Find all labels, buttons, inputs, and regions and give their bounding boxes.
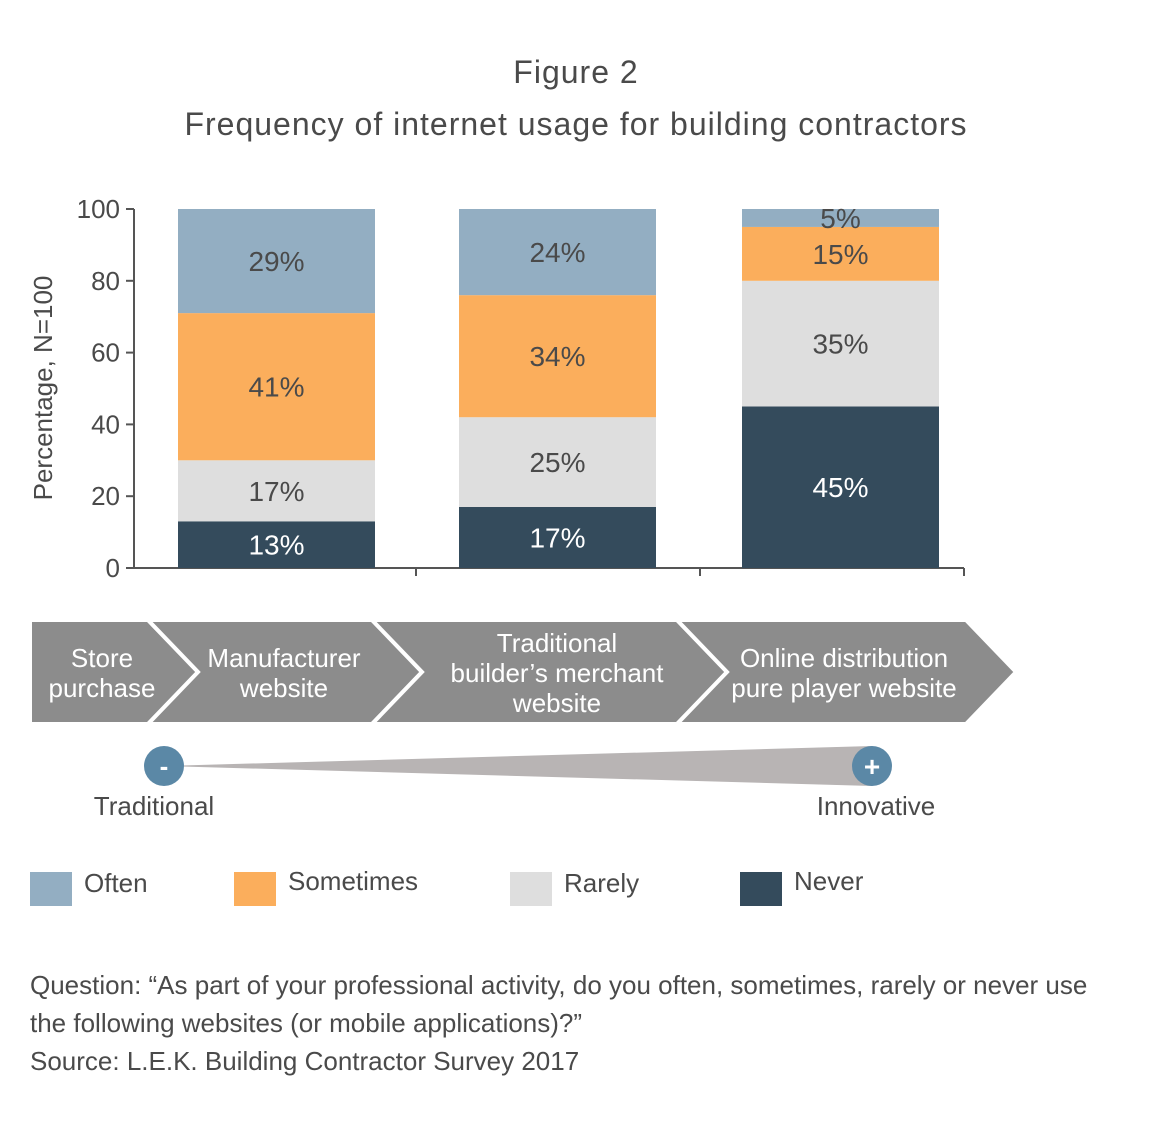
legend-swatch-often	[30, 872, 72, 906]
chevron-step-4	[672, 618, 1019, 726]
legend-label-often: Often	[84, 868, 148, 898]
data-label-often-1: 29%	[248, 246, 304, 277]
scale-label-traditional: Traditional	[94, 791, 214, 821]
y-tick-label-0: 0	[106, 553, 120, 583]
bars: 13% 17% 41% 29% 17% 25% 34% 24% 45% 35% 15% 5%	[178, 203, 939, 568]
legend-swatch-rarely	[510, 872, 552, 906]
bar-often-1	[178, 209, 375, 314]
legend-label-never: Never	[794, 866, 864, 896]
bar-never-1	[178, 521, 375, 568]
legend: Often Sometimes Rarely Never	[0, 866, 1152, 912]
data-label-sometimes-2: 34%	[529, 341, 585, 372]
chevron-label-3-line-1: Traditional	[497, 628, 617, 658]
data-label-sometimes-1: 41%	[248, 372, 304, 403]
data-label-never-3: 45%	[812, 472, 868, 503]
chevron-label-3-line-2: builder’s merchant	[451, 658, 665, 688]
bar-rarely-1	[178, 460, 375, 522]
y-tick-label-100: 100	[77, 194, 120, 224]
bar-rarely-3	[742, 280, 939, 407]
question-text-line1: Question: “As part of your professional …	[30, 970, 1088, 1000]
chart-title: Frequency of internet usage for building…	[184, 106, 968, 142]
data-label-often-2: 24%	[529, 237, 585, 268]
y-tick-label-60: 60	[91, 338, 120, 368]
plus-symbol: +	[864, 751, 880, 782]
legend-label-sometimes: Sometimes	[288, 866, 419, 896]
data-label-sometimes-3: 15%	[812, 239, 868, 270]
data-label-rarely-2: 25%	[529, 447, 585, 478]
scale-wedge	[164, 746, 872, 786]
minus-circle-icon	[144, 746, 184, 786]
minus-symbol: -	[160, 751, 169, 781]
process-chevrons: StorepurchaseManufacturerwebsiteTraditio…	[28, 618, 1019, 726]
data-label-never-2: 17%	[529, 522, 585, 553]
chevron-label-3-line-3: website	[512, 688, 601, 718]
bar-often-3	[742, 209, 939, 227]
chevron-label-4-line-1: Online distribution	[740, 643, 948, 673]
bar-sometimes-3	[742, 226, 939, 281]
chevron-label-1-line-2: purchase	[49, 673, 156, 703]
chevron-label-1-line-1: Store	[71, 643, 133, 673]
y-tick-label-20: 20	[91, 481, 120, 511]
traditional-innovative-scale: - + Traditional Innovative	[94, 746, 935, 821]
data-label-rarely-3: 35%	[812, 329, 868, 360]
data-label-never-1: 13%	[248, 530, 304, 561]
y-tick-label-40: 40	[91, 409, 120, 439]
source-text: Source: L.E.K. Building Contractor Surve…	[30, 1046, 580, 1076]
bar-often-2	[459, 209, 656, 296]
data-label-often-3: 5%	[820, 203, 860, 234]
plus-circle-icon	[852, 746, 892, 786]
legend-label-rarely: Rarely	[564, 868, 640, 898]
bar-sometimes-1	[178, 313, 375, 461]
legend-swatch-never	[740, 872, 782, 906]
bar-never-2	[459, 506, 656, 568]
chevron-label-2-line-2: website	[239, 673, 328, 703]
bar-rarely-2	[459, 417, 656, 507]
y-tick-label-80: 80	[91, 266, 120, 296]
chevron-label-4-line-2: pure player website	[731, 673, 956, 703]
data-label-rarely-1: 17%	[248, 476, 304, 507]
chevron-label-2-line-1: Manufacturer	[207, 643, 361, 673]
legend-swatch-sometimes	[234, 872, 276, 906]
bar-sometimes-2	[459, 295, 656, 418]
figure-number: Figure 2	[513, 54, 639, 90]
question-text-line2: the following websites (or mobile applic…	[30, 1008, 583, 1038]
y-axis-label: Percentage, N=100	[28, 276, 58, 501]
scale-label-innovative: Innovative	[817, 791, 936, 821]
bar-never-3	[742, 406, 939, 568]
chart-area: 0 20 40 60 80 100 Percentage, N=100 13% 17% 41% 2…	[28, 194, 1019, 821]
y-axis: 0 20 40 60 80 100 Percentage, N=100	[28, 194, 965, 583]
